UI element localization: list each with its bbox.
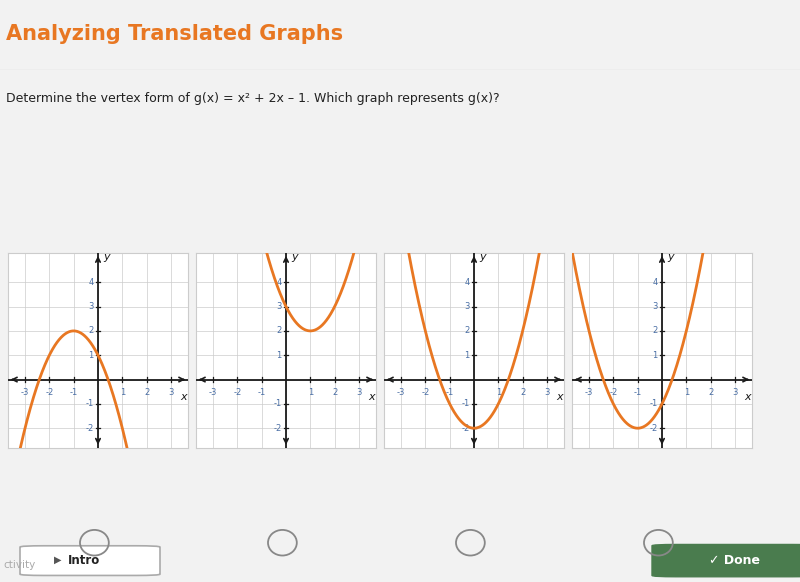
Text: -2: -2 <box>650 424 658 432</box>
Text: 4: 4 <box>88 278 94 287</box>
FancyBboxPatch shape <box>20 546 160 576</box>
Text: 3: 3 <box>356 388 362 397</box>
Text: -2: -2 <box>610 388 618 397</box>
Text: -3: -3 <box>397 388 406 397</box>
Text: -3: -3 <box>585 388 594 397</box>
Text: Determine the vertex form of g(x) = x² + 2x – 1. Which graph represents g(x)?: Determine the vertex form of g(x) = x² +… <box>6 93 500 105</box>
Text: 4: 4 <box>464 278 470 287</box>
FancyBboxPatch shape <box>652 545 800 577</box>
Text: 4: 4 <box>276 278 282 287</box>
Text: 3: 3 <box>464 302 470 311</box>
Text: 2: 2 <box>520 388 526 397</box>
Text: -2: -2 <box>46 388 54 397</box>
Text: 1: 1 <box>308 388 313 397</box>
Text: Analyzing Translated Graphs: Analyzing Translated Graphs <box>6 23 343 44</box>
Text: 1: 1 <box>464 351 470 360</box>
Text: ✓ Done: ✓ Done <box>709 553 760 567</box>
Text: 1: 1 <box>684 388 689 397</box>
Text: 2: 2 <box>88 327 94 335</box>
Text: x: x <box>744 392 750 402</box>
Text: 2: 2 <box>464 327 470 335</box>
Text: x: x <box>368 392 374 402</box>
Text: -2: -2 <box>86 424 94 432</box>
Text: 1: 1 <box>88 351 94 360</box>
Text: 2: 2 <box>708 388 714 397</box>
Text: -1: -1 <box>462 399 470 409</box>
Text: -2: -2 <box>462 424 470 432</box>
Text: Intro: Intro <box>68 553 100 567</box>
Text: 1: 1 <box>652 351 658 360</box>
Text: x: x <box>180 392 186 402</box>
Text: 3: 3 <box>544 388 550 397</box>
Text: -1: -1 <box>446 388 454 397</box>
Text: 2: 2 <box>144 388 150 397</box>
Text: 3: 3 <box>276 302 282 311</box>
Text: -1: -1 <box>634 388 642 397</box>
Text: -2: -2 <box>274 424 282 432</box>
Text: ctivity: ctivity <box>3 560 35 570</box>
Text: -3: -3 <box>21 388 30 397</box>
Text: 3: 3 <box>732 388 738 397</box>
Text: y: y <box>291 252 298 262</box>
Text: 3: 3 <box>652 302 658 311</box>
Text: y: y <box>667 252 674 262</box>
Text: 2: 2 <box>276 327 282 335</box>
Text: 3: 3 <box>168 388 174 397</box>
Text: 3: 3 <box>88 302 94 311</box>
Text: -2: -2 <box>422 388 430 397</box>
Text: y: y <box>103 252 110 262</box>
Text: -2: -2 <box>234 388 242 397</box>
Text: 2: 2 <box>652 327 658 335</box>
Text: 4: 4 <box>652 278 658 287</box>
Text: -3: -3 <box>209 388 218 397</box>
Text: -1: -1 <box>70 388 78 397</box>
Text: -1: -1 <box>650 399 658 409</box>
Text: x: x <box>556 392 562 402</box>
Text: -1: -1 <box>86 399 94 409</box>
Text: -1: -1 <box>258 388 266 397</box>
Text: 1: 1 <box>276 351 282 360</box>
Text: 1: 1 <box>120 388 125 397</box>
Text: ▶: ▶ <box>54 555 61 565</box>
Text: -1: -1 <box>274 399 282 409</box>
Text: 2: 2 <box>332 388 338 397</box>
Text: 1: 1 <box>496 388 501 397</box>
Text: y: y <box>479 252 486 262</box>
